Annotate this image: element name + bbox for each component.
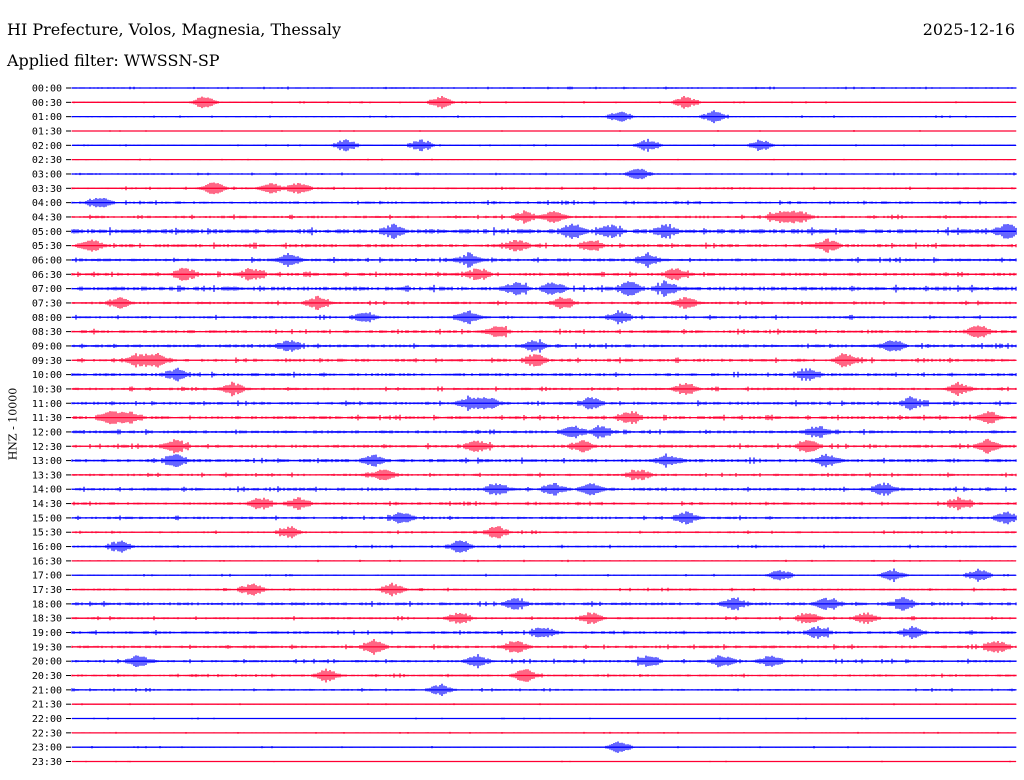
trace-label-1830: 18:30: [32, 614, 62, 625]
record-date: 2025-12-16: [922, 20, 1015, 39]
trace-label-2130: 21:30: [32, 700, 62, 711]
traces: [71, 86, 1017, 763]
trace-label-0330: 03:30: [32, 184, 62, 195]
filter-label: Applied filter: WWSSN-SP: [7, 51, 220, 70]
trace-label-0230: 02:30: [32, 155, 62, 166]
trace-label-2100: 21:00: [32, 685, 62, 696]
trace-label-1930: 19:30: [32, 642, 62, 653]
trace-label-2230: 22:30: [32, 728, 62, 739]
trace-label-0900: 09:00: [32, 341, 62, 352]
trace-label-0600: 06:00: [32, 255, 62, 266]
trace-label-0400: 04:00: [32, 198, 62, 209]
trace-label-1500: 15:00: [32, 513, 62, 524]
trace-label-2030: 20:30: [32, 671, 62, 682]
trace-label-2200: 22:00: [32, 714, 62, 725]
trace-label-2330: 23:30: [32, 757, 62, 768]
trace-label-0530: 05:30: [32, 241, 62, 252]
trace-label-0300: 03:00: [32, 169, 62, 180]
trace-label-1400: 14:00: [32, 485, 62, 496]
trace-label-0030: 00:30: [32, 98, 62, 109]
trace-label-1100: 11:00: [32, 399, 62, 410]
trace-label-1600: 16:00: [32, 542, 62, 553]
trace-labels: 00:00 00:30 01:00 01:30 02:00 02:30 03:00 03:30…: [32, 84, 71, 768]
trace-label-1730: 17:30: [32, 585, 62, 596]
trace-label-0130: 01:30: [32, 126, 62, 137]
trace-label-0000: 00:00: [32, 84, 62, 95]
trace-label-0430: 04:30: [32, 212, 62, 223]
trace-label-1900: 19:00: [32, 628, 62, 639]
trace-label-1000: 10:00: [32, 370, 62, 381]
station-title: HI Prefecture, Volos, Magnesia, Thessaly: [7, 20, 342, 39]
trace-label-0630: 06:30: [32, 270, 62, 281]
trace-label-1530: 15:30: [32, 528, 62, 539]
trace-label-0800: 08:00: [32, 313, 62, 324]
trace-label-0730: 07:30: [32, 298, 62, 309]
trace-label-0500: 05:00: [32, 227, 62, 238]
trace-label-0100: 01:00: [32, 112, 62, 123]
trace-label-0930: 09:30: [32, 356, 62, 367]
trace-label-1230: 12:30: [32, 442, 62, 453]
trace-label-1430: 14:30: [32, 499, 62, 510]
trace-label-1700: 17:00: [32, 571, 62, 582]
trace-label-0830: 08:30: [32, 327, 62, 338]
trace-label-2300: 23:00: [32, 743, 62, 754]
trace-label-1300: 13:00: [32, 456, 62, 467]
trace-label-1630: 16:30: [32, 556, 62, 567]
trace-label-1800: 18:00: [32, 599, 62, 610]
trace-label-1330: 13:30: [32, 470, 62, 481]
trace-label-1130: 11:30: [32, 413, 62, 424]
trace-label-2000: 20:00: [32, 657, 62, 668]
trace-label-0700: 07:00: [32, 284, 62, 295]
trace-label-0200: 02:00: [32, 141, 62, 152]
trace-label-1030: 10:30: [32, 384, 62, 395]
trace-label-1200: 12:00: [32, 427, 62, 438]
